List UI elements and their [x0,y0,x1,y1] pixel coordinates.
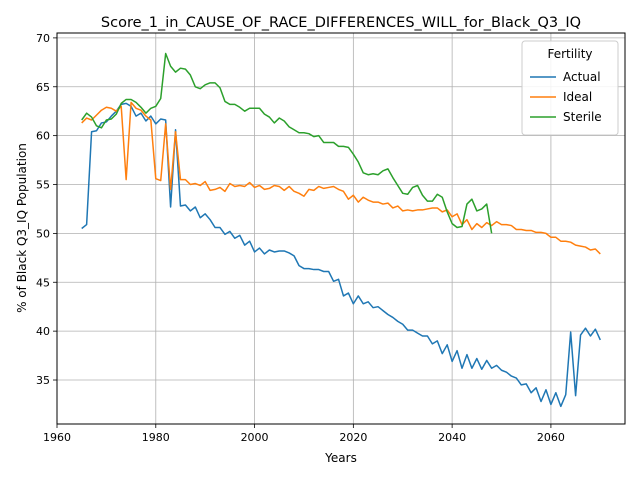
y-tick-label: 70 [36,32,50,45]
y-tick-label: 35 [36,374,50,387]
x-tick-label: 1980 [142,431,170,444]
legend-label-sterile: Sterile [563,110,602,124]
legend-items: Actual Ideal Sterile [530,70,602,124]
y-tick-label: 45 [36,276,50,289]
chart-title: Score_1_in_CAUSE_OF_RACE_DIFFERENCES_WIL… [101,15,581,31]
series-line-sterile [81,52,493,234]
series-lines [81,52,601,408]
x-tick-label: 2020 [339,431,367,444]
x-axis-label: Years [324,451,357,465]
y-tick-label: 40 [36,325,50,338]
legend: Fertility Actual Ideal Sterile [521,40,619,136]
x-tick-label: 2060 [537,431,565,444]
y-tick-label: 55 [36,179,50,192]
y-tick-label: 50 [36,227,50,240]
y-tick-label: 65 [36,81,50,94]
y-axis-label: % of Black Q3_IQ Population [15,143,29,313]
y-tick-label: 60 [36,130,50,143]
legend-title: Fertility [547,47,592,61]
legend-label-actual: Actual [563,70,601,84]
x-tick-label: 2000 [241,431,269,444]
x-tick-label: 1960 [43,431,71,444]
grid [56,33,625,424]
legend-label-ideal: Ideal [563,90,592,104]
axes: 1960 1980 2000 2020 2040 2060 35 40 45 50 55 60 65 70 [36,32,565,444]
legend-box [521,40,619,136]
x-tick-label: 2040 [438,431,466,444]
plot-frame [56,32,626,425]
series-line-ideal [81,101,601,255]
